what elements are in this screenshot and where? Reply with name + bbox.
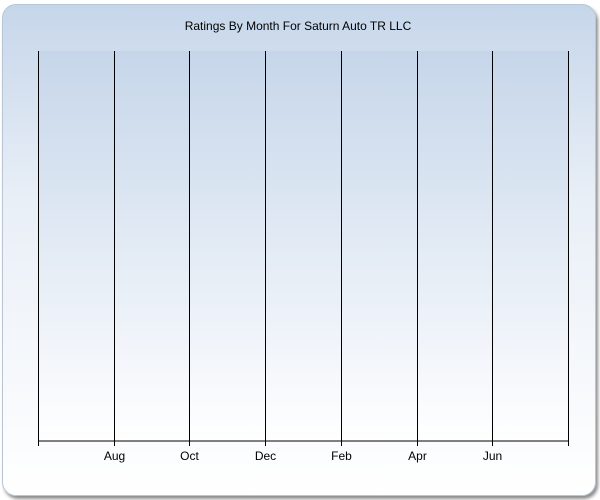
x-tick-label: Jun bbox=[483, 449, 502, 463]
plot-area bbox=[38, 51, 568, 441]
x-tick-label: Oct bbox=[180, 449, 199, 463]
chart-title: Ratings By Month For Saturn Auto TR LLC bbox=[184, 19, 412, 33]
x-tick-label: Feb bbox=[331, 449, 352, 463]
x-tick-label: Apr bbox=[408, 449, 427, 463]
x-tick-label: Dec bbox=[255, 449, 276, 463]
x-tick-label: Aug bbox=[104, 449, 125, 463]
